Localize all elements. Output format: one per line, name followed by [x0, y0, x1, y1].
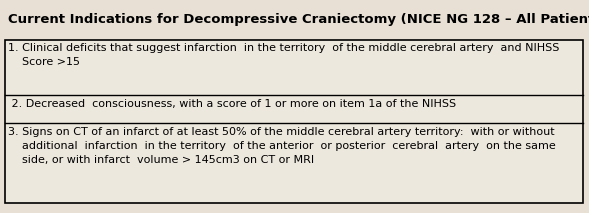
Text: 2. Decreased  consciousness, with a score of 1 or more on item 1a of the NIHSS: 2. Decreased consciousness, with a score…: [8, 99, 456, 109]
Text: 3. Signs on CT of an infarct of at least 50% of the middle cerebral artery terri: 3. Signs on CT of an infarct of at least…: [8, 127, 556, 165]
Text: 1. Clinical deficits that suggest infarction  in the territory  of the middle ce: 1. Clinical deficits that suggest infarc…: [8, 43, 560, 67]
Text: Current Indications for Decompressive Craniectomy (NICE NG 128 – All Patients)): Current Indications for Decompressive Cr…: [8, 13, 589, 26]
Bar: [5, 40, 583, 203]
